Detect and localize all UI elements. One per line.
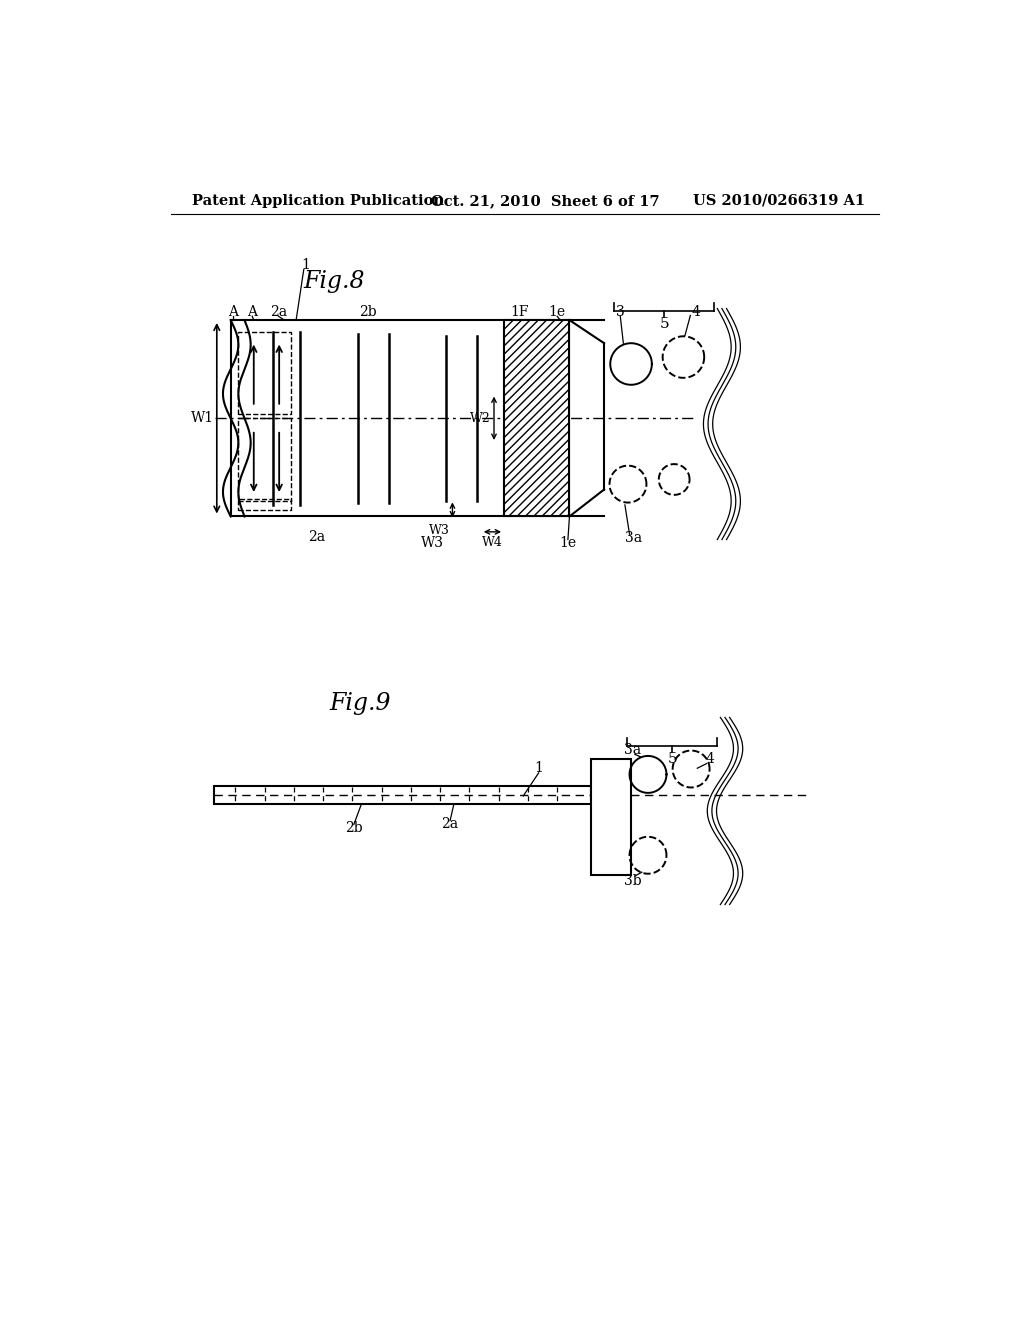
Text: W1: W1 <box>190 412 214 425</box>
Text: 2b: 2b <box>345 821 362 836</box>
Text: 3b: 3b <box>624 874 641 887</box>
Bar <box>214 785 591 804</box>
Bar <box>504 321 569 516</box>
Text: Patent Application Publication: Patent Application Publication <box>193 194 444 207</box>
Text: 1: 1 <box>535 762 543 775</box>
Text: 4: 4 <box>706 752 714 766</box>
Text: Oct. 21, 2010  Sheet 6 of 17: Oct. 21, 2010 Sheet 6 of 17 <box>431 194 659 207</box>
Text: 1e: 1e <box>549 305 565 319</box>
Text: W3: W3 <box>421 536 443 550</box>
Text: 5: 5 <box>668 752 677 766</box>
Text: 2a: 2a <box>308 531 326 544</box>
Text: 1: 1 <box>302 257 310 272</box>
Text: A: A <box>228 305 238 319</box>
Text: 3a: 3a <box>625 531 642 545</box>
Text: 4: 4 <box>691 305 700 319</box>
Text: 3a: 3a <box>624 743 641 756</box>
Text: Fig.8: Fig.8 <box>304 271 366 293</box>
Text: Fig.9: Fig.9 <box>330 692 391 715</box>
Bar <box>591 759 631 875</box>
Bar <box>239 499 291 511</box>
Text: W4: W4 <box>482 536 503 549</box>
Text: A: A <box>247 305 257 319</box>
Bar <box>239 418 291 502</box>
Text: 2b: 2b <box>358 305 377 319</box>
Text: W3: W3 <box>429 524 451 537</box>
Text: 2a: 2a <box>441 817 459 832</box>
Text: 1e: 1e <box>559 536 577 550</box>
Text: W2: W2 <box>470 412 490 425</box>
Text: 1F: 1F <box>510 305 528 319</box>
Text: 2a: 2a <box>270 305 287 319</box>
Bar <box>239 331 291 414</box>
Text: 3: 3 <box>615 305 625 319</box>
Text: US 2010/0266319 A1: US 2010/0266319 A1 <box>692 194 865 207</box>
Bar <box>230 321 569 516</box>
Text: 5: 5 <box>659 317 669 331</box>
